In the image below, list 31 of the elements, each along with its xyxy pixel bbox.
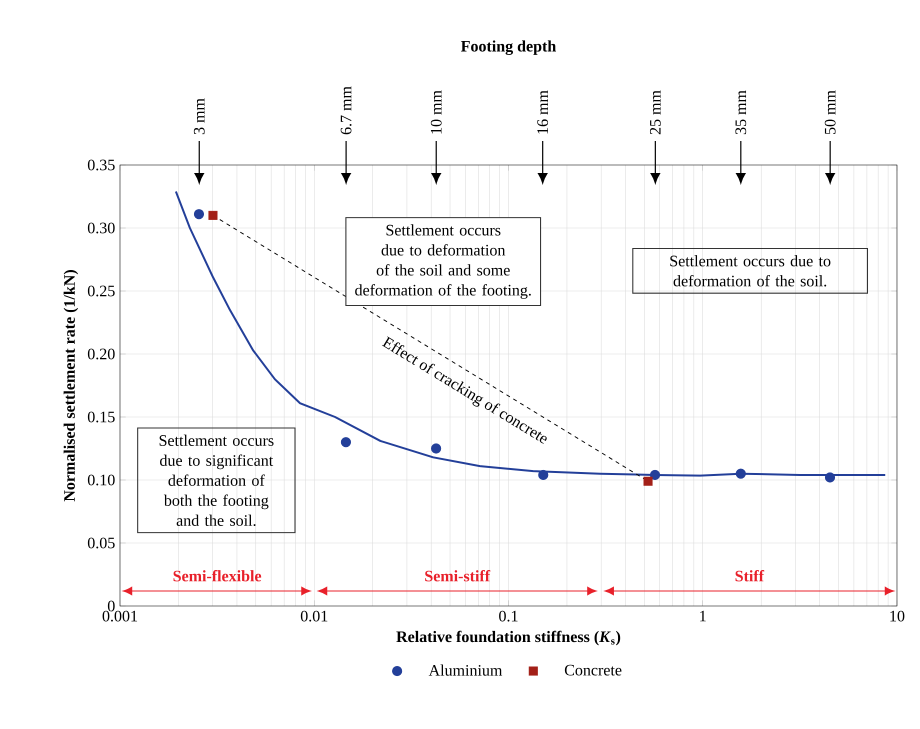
y-tick-label: 0.30	[88, 222, 115, 234]
text: 35 mm	[735, 90, 746, 134]
x-tick-label: 0.001	[102, 610, 138, 622]
annotation: Semi-stiff	[425, 570, 490, 582]
y-tick-label: 0.25	[88, 286, 115, 296]
annotation: Semi-flexible	[174, 570, 262, 582]
text: 16 mm	[537, 90, 548, 134]
x-tick-label: 0.01	[300, 610, 328, 622]
y-tick-label: 0.35	[88, 160, 115, 170]
x-axis-title: Relative foundation stiffness (K$_{s}$)	[396, 630, 620, 646]
y-tick-label: 0	[108, 600, 115, 612]
annotation: Stiff	[736, 570, 764, 582]
text: Footing depth	[460, 40, 556, 55]
legend-label: Concrete	[564, 664, 622, 676]
x-tick-label: 0.1	[499, 610, 518, 622]
x-tick-label: 1	[700, 610, 706, 622]
text: 3 mm	[194, 98, 205, 134]
legend-label: Aluminium	[428, 664, 502, 676]
y-axis-title: Normalised settlement rate (1/kN)	[64, 270, 78, 502]
y-tick-label: 0.10	[88, 474, 115, 486]
x-tick-label: 10	[890, 610, 904, 622]
text: 6.7 mm	[340, 86, 352, 134]
y-tick-label: 0.20	[88, 348, 115, 360]
annotation: Settlement occurs due to deformation of the soil and some deformation of the footing.	[355, 224, 531, 299]
y-tick-label: 0.05	[88, 538, 115, 548]
annotation: Settlement occurs due to significant deformation of both the footing and the soil.	[160, 434, 274, 526]
text: 25 mm	[650, 90, 661, 134]
annotation: Settlement occurs due to deformation of the soil.	[670, 255, 830, 287]
text: 10 mm	[430, 90, 442, 134]
y-tick-label: 0.15	[88, 412, 115, 422]
text: 50 mm	[824, 90, 836, 134]
